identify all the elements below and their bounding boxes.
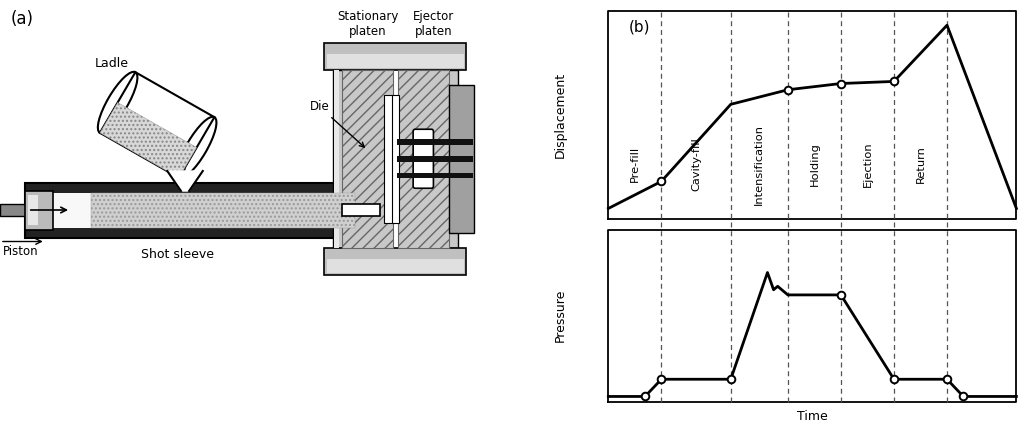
Bar [397,156,473,162]
Text: Piston: Piston [2,245,38,258]
Bar [325,42,466,70]
Bar [384,95,393,223]
Polygon shape [100,102,197,178]
Text: (a): (a) [10,10,33,28]
Bar [327,54,464,68]
Bar [28,195,38,225]
Bar [333,70,347,247]
Text: Holding: Holding [809,142,819,186]
Text: Time: Time [797,410,827,423]
Bar [392,95,399,223]
Bar [342,70,393,247]
Text: Return: Return [915,145,926,183]
Bar [325,247,466,275]
Text: Displacement: Displacement [554,72,566,158]
Bar [397,173,473,178]
Bar [0,204,36,216]
Polygon shape [167,171,203,191]
Bar [51,193,380,227]
Bar [334,70,339,247]
Text: Shot sleeve: Shot sleeve [141,247,214,261]
Text: Pre-fill: Pre-fill [630,146,640,182]
Bar [327,259,464,272]
Text: Cavity-fill: Cavity-fill [691,138,701,191]
Text: Ejector
platen: Ejector platen [413,9,454,37]
Bar [26,182,380,238]
Bar [449,85,474,232]
Bar [444,70,459,247]
Text: Intensification: Intensification [755,124,764,205]
Bar [398,70,449,247]
Bar [91,193,355,227]
Text: Ladle: Ladle [94,57,129,70]
Text: Die: Die [309,100,365,147]
Text: Pressure: Pressure [554,289,566,342]
Text: (b): (b) [629,19,650,34]
Polygon shape [100,72,214,178]
Text: Ejection: Ejection [862,142,872,187]
Bar [397,139,473,145]
Bar [26,190,53,230]
Text: Stationary
platen: Stationary platen [337,9,398,37]
Bar [445,70,451,247]
FancyBboxPatch shape [413,129,433,188]
Bar [342,204,380,216]
